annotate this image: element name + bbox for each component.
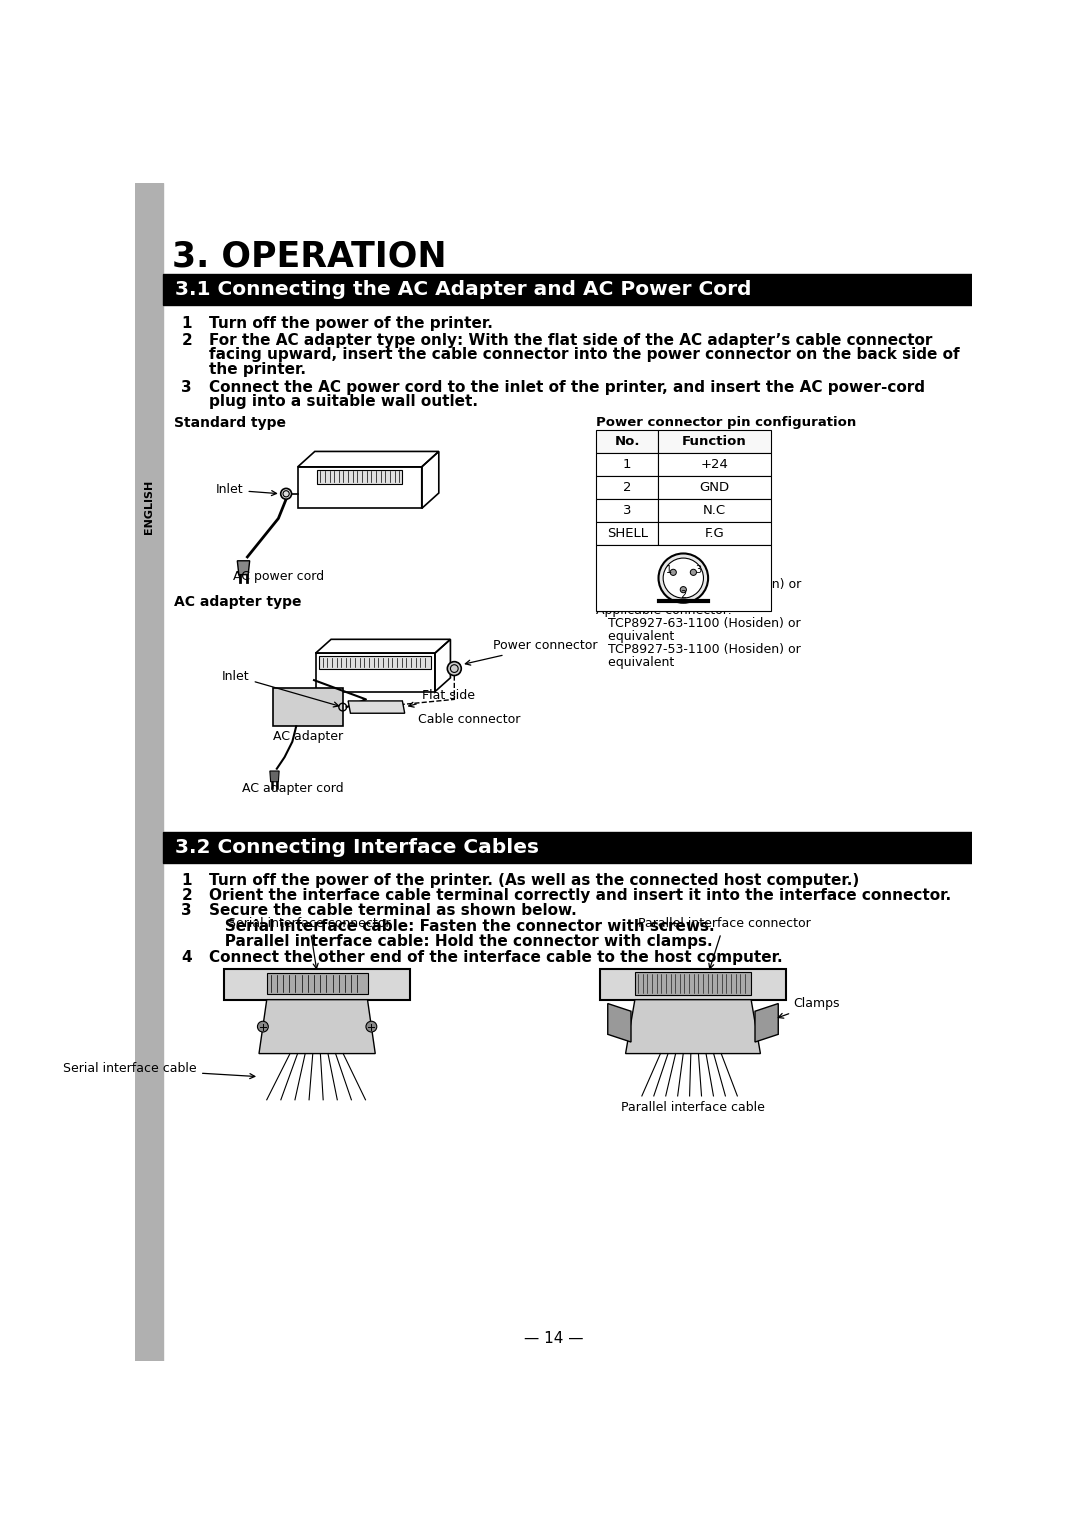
Polygon shape	[608, 1003, 631, 1043]
Text: AC adapter type: AC adapter type	[174, 595, 301, 610]
Text: Function: Function	[681, 434, 746, 448]
Bar	[596, 523, 658, 546]
Bar	[318, 469, 403, 483]
Text: 3: 3	[696, 564, 701, 575]
Text: 3.2 Connecting Interface Cables: 3.2 Connecting Interface Cables	[175, 838, 539, 856]
Text: 3: 3	[623, 505, 632, 517]
Bar	[596, 498, 658, 523]
Bar	[320, 656, 431, 668]
Bar	[596, 453, 658, 476]
Text: the printer.: the printer.	[208, 362, 306, 378]
Polygon shape	[348, 700, 405, 713]
Text: Flat side: Flat side	[408, 690, 475, 706]
Text: 1: 1	[623, 459, 632, 471]
Bar	[596, 476, 658, 498]
Text: Serial interface connector: Serial interface connector	[228, 917, 391, 968]
Text: 3: 3	[181, 379, 192, 394]
Text: equivalent: equivalent	[596, 590, 674, 604]
Text: No.: No.	[615, 434, 639, 448]
Text: Parallel interface connector: Parallel interface connector	[637, 917, 810, 969]
Text: Inlet: Inlet	[216, 483, 276, 497]
Bar	[267, 972, 367, 994]
Bar	[135, 183, 163, 1361]
Text: AC adapter cord: AC adapter cord	[242, 781, 343, 795]
Circle shape	[680, 587, 687, 593]
Text: 2: 2	[680, 590, 687, 599]
Text: TCS7960-53-2010 (Hosiden) or: TCS7960-53-2010 (Hosiden) or	[596, 578, 801, 590]
Text: equivalent: equivalent	[596, 630, 674, 644]
Bar	[163, 832, 972, 862]
Text: N.C: N.C	[703, 505, 726, 517]
Text: Clamps: Clamps	[779, 997, 840, 1018]
Text: Cable connector: Cable connector	[418, 713, 521, 726]
Circle shape	[257, 1021, 268, 1032]
Text: — 14 —: — 14 —	[524, 1330, 583, 1346]
Bar	[273, 688, 342, 726]
Text: TCP8927-53-1100 (Hosiden) or: TCP8927-53-1100 (Hosiden) or	[596, 644, 801, 656]
Text: Connect the other end of the interface cable to the host computer.: Connect the other end of the interface c…	[208, 950, 782, 965]
Polygon shape	[625, 1000, 760, 1053]
Text: facing upward, insert the cable connector into the power connector on the back s: facing upward, insert the cable connecto…	[208, 347, 959, 362]
Circle shape	[663, 558, 703, 598]
Text: 2: 2	[623, 482, 632, 494]
Text: AC adapter: AC adapter	[273, 731, 342, 743]
Text: +24: +24	[700, 459, 728, 471]
Bar	[635, 972, 751, 995]
Polygon shape	[225, 969, 410, 1000]
Polygon shape	[259, 1000, 375, 1053]
Text: equivalent: equivalent	[596, 656, 674, 670]
Bar	[596, 546, 770, 610]
Text: 4: 4	[181, 950, 192, 965]
Bar	[658, 453, 770, 476]
Text: 2: 2	[181, 333, 192, 349]
Text: Power connector pin configuration: Power connector pin configuration	[596, 416, 856, 430]
Text: 1: 1	[181, 873, 192, 888]
Text: 3: 3	[181, 904, 192, 919]
Text: Applicable connector:: Applicable connector:	[596, 604, 732, 616]
Circle shape	[447, 662, 461, 676]
Bar	[658, 498, 770, 523]
Text: Inlet: Inlet	[222, 670, 339, 706]
Circle shape	[659, 553, 708, 602]
Text: 1: 1	[181, 317, 192, 330]
Circle shape	[366, 1021, 377, 1032]
Text: Power connector: Power connector	[465, 639, 597, 665]
Polygon shape	[270, 771, 279, 781]
Text: F.G: F.G	[704, 528, 725, 540]
Polygon shape	[755, 1003, 779, 1043]
Text: Turn off the power of the printer. (As well as the connected host computer.): Turn off the power of the printer. (As w…	[208, 873, 859, 888]
Text: TCP8927-63-1100 (Hosiden) or: TCP8927-63-1100 (Hosiden) or	[596, 618, 800, 630]
Text: GND: GND	[699, 482, 729, 494]
Text: 3. OPERATION: 3. OPERATION	[172, 240, 447, 274]
Text: 3.1 Connecting the AC Adapter and AC Power Cord: 3.1 Connecting the AC Adapter and AC Pow…	[175, 280, 752, 300]
Text: Parallel interface cable: Parallel interface cable	[621, 1101, 765, 1115]
Text: Serial interface cable: Fasten the connector with screws.: Serial interface cable: Fasten the conne…	[208, 919, 714, 934]
Polygon shape	[238, 561, 249, 575]
Bar	[596, 430, 658, 453]
Circle shape	[690, 569, 697, 575]
Text: 1: 1	[665, 564, 672, 575]
Text: For the AC adapter type only: With the flat side of the AC adapter’s cable conne: For the AC adapter type only: With the f…	[208, 333, 932, 349]
Text: Parallel interface cable: Hold the connector with clamps.: Parallel interface cable: Hold the conne…	[208, 934, 712, 950]
Bar	[658, 430, 770, 453]
Text: Turn off the power of the printer.: Turn off the power of the printer.	[208, 317, 492, 330]
Circle shape	[671, 569, 676, 575]
Bar	[163, 274, 972, 306]
Text: ENGLISH: ENGLISH	[144, 480, 154, 534]
Bar	[658, 476, 770, 498]
Polygon shape	[600, 969, 786, 1000]
Text: Connector used:: Connector used:	[596, 564, 699, 578]
Text: Standard type: Standard type	[174, 416, 286, 430]
Text: Connect the AC power cord to the inlet of the printer, and insert the AC power-c: Connect the AC power cord to the inlet o…	[208, 379, 924, 394]
Text: Orient the interface cable terminal correctly and insert it into the interface c: Orient the interface cable terminal corr…	[208, 888, 950, 904]
Text: plug into a suitable wall outlet.: plug into a suitable wall outlet.	[208, 394, 477, 410]
Circle shape	[281, 488, 292, 498]
Text: SHELL: SHELL	[607, 528, 648, 540]
Bar	[658, 523, 770, 546]
Text: Serial interface cable: Serial interface cable	[64, 1063, 255, 1078]
Text: AC power cord: AC power cord	[233, 570, 324, 583]
Text: 2: 2	[181, 888, 192, 904]
Text: Secure the cable terminal as shown below.: Secure the cable terminal as shown below…	[208, 904, 577, 919]
